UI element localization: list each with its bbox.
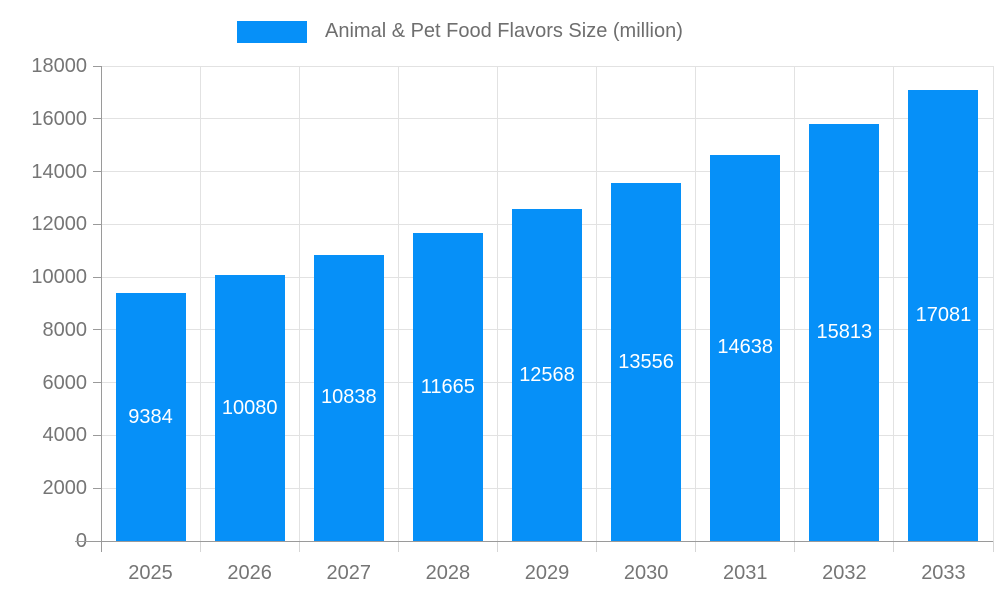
- gridline-vertical: [199, 66, 201, 541]
- x-axis-tick: [992, 541, 994, 552]
- gridline-vertical: [695, 66, 697, 541]
- y-axis-tick: [93, 329, 101, 331]
- y-axis-tick: [93, 223, 101, 225]
- x-axis-tick: [794, 541, 796, 552]
- x-axis-tick: [298, 541, 300, 552]
- gridline-horizontal: [101, 65, 993, 67]
- bar-value-label: 13556: [618, 350, 674, 373]
- x-axis-label: 2029: [524, 562, 570, 584]
- bar[interactable]: 9384: [115, 293, 186, 541]
- y-axis-tick: [93, 118, 101, 120]
- bar-value-label: 11665: [420, 375, 475, 398]
- gridline-horizontal: [101, 118, 993, 120]
- bar[interactable]: 10080: [214, 275, 285, 541]
- gridline-vertical: [596, 66, 598, 541]
- legend[interactable]: Animal & Pet Food Flavors Size (million): [237, 20, 683, 43]
- x-axis-tick: [893, 541, 895, 552]
- y-axis-tick: [93, 487, 101, 489]
- y-axis-tick: [93, 382, 101, 384]
- bar-value-label: 10080: [221, 396, 278, 419]
- x-axis-line: [75, 541, 993, 542]
- bar[interactable]: 11665: [412, 233, 483, 541]
- bar[interactable]: 13556: [611, 183, 682, 541]
- bar-value-label: 12568: [519, 363, 575, 386]
- bar-value-label: 10838: [320, 386, 377, 409]
- x-axis-tick: [496, 541, 498, 552]
- x-axis-tick: [596, 541, 598, 552]
- gridline-vertical: [893, 66, 895, 541]
- bar[interactable]: 14638: [710, 154, 781, 541]
- x-axis-tick: [695, 541, 697, 552]
- y-axis-tick: [93, 65, 101, 67]
- legend-label[interactable]: Animal & Pet Food Flavors Size (million): [325, 20, 683, 42]
- x-axis-tick: [100, 541, 102, 552]
- bar-value-label: 15813: [816, 320, 873, 343]
- y-axis-label: 8000: [42, 318, 88, 341]
- x-axis-label: 2026: [227, 562, 272, 584]
- bar[interactable]: 12568: [512, 209, 582, 541]
- bar[interactable]: 17081: [908, 90, 979, 541]
- plot-area: 0 2000 4000 6000 8000 10000 12000 14000 16000 180…: [31, 56, 994, 583]
- y-axis-tick: [93, 276, 101, 278]
- bar-value-label: 9384: [128, 405, 173, 428]
- legend-swatch-icon[interactable]: [237, 20, 307, 43]
- y-axis-tick: [93, 434, 101, 436]
- x-axis-tick: [397, 541, 399, 552]
- y-axis-label: 6000: [42, 371, 88, 394]
- y-axis-label: 10000: [31, 266, 87, 289]
- gridline-vertical: [397, 66, 399, 541]
- y-axis-label: 18000: [31, 55, 87, 77]
- x-axis-label: 2028: [425, 562, 471, 584]
- bar[interactable]: 10838: [313, 254, 384, 541]
- gridline-vertical: [992, 66, 994, 541]
- gridline-vertical: [298, 66, 300, 541]
- x-axis-tick: [199, 541, 201, 552]
- x-axis-label: 2031: [722, 562, 768, 584]
- x-axis-label: 2025: [128, 562, 173, 584]
- gridline-vertical: [496, 66, 498, 541]
- x-axis-label: 2033: [921, 562, 966, 584]
- y-axis-label: 14000: [31, 160, 87, 183]
- y-axis-tick: [93, 171, 101, 173]
- bar-value-label: 14638: [717, 336, 774, 359]
- y-axis-label: 4000: [42, 424, 88, 447]
- bar[interactable]: 15813: [809, 123, 880, 541]
- x-axis-label: 2032: [822, 562, 867, 584]
- gridline-horizontal: [101, 171, 993, 173]
- x-axis-label: 2030: [623, 562, 669, 584]
- x-axis-label: 2027: [326, 562, 372, 584]
- bar-value-label: 17081: [915, 304, 972, 327]
- y-axis-label: 2000: [42, 477, 88, 500]
- y-axis-label: 16000: [31, 107, 87, 130]
- y-axis-label: 12000: [31, 213, 87, 236]
- gridline-vertical: [794, 66, 796, 541]
- gridline-vertical: [100, 66, 102, 541]
